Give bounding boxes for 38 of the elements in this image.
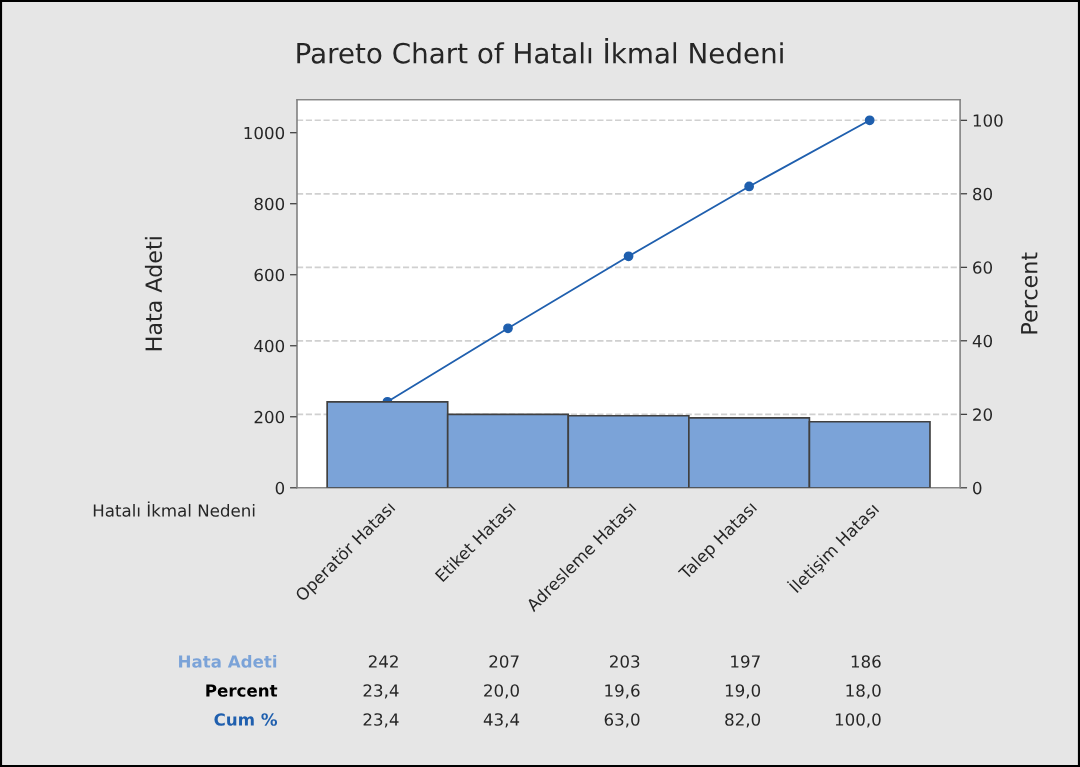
point bbox=[503, 323, 513, 334]
data-label: 203 bbox=[610, 655, 640, 668]
x-axis-title: Hatalı İkmal Nedeni bbox=[93, 501, 255, 517]
data-label: 63,0 bbox=[604, 713, 640, 728]
data-label: 100,0 bbox=[835, 713, 881, 728]
data-label: 186 bbox=[851, 655, 881, 668]
data-label: 23,4 bbox=[363, 713, 399, 728]
text: Cum % bbox=[214, 713, 278, 726]
data-label: 207 bbox=[489, 655, 519, 668]
y2-tick-label: 20 bbox=[973, 408, 993, 421]
y-axis-title: Hata Adeti bbox=[144, 237, 163, 351]
text: Hata Adeti bbox=[179, 654, 277, 668]
y2-tick-label: 100 bbox=[973, 114, 1003, 127]
y-tick-label: 800 bbox=[254, 197, 285, 211]
y2-tick-label: 60 bbox=[973, 261, 993, 274]
point bbox=[864, 115, 875, 126]
data-label: 242 bbox=[368, 655, 398, 668]
y2-tick-label: 80 bbox=[973, 187, 993, 201]
y2-tick-label: 40 bbox=[972, 334, 993, 348]
point bbox=[623, 251, 634, 262]
text: 19,6 bbox=[605, 684, 640, 699]
data-label: 82,0 bbox=[725, 713, 761, 728]
text: 19,0 bbox=[725, 684, 761, 699]
data-label: 197 bbox=[731, 655, 760, 668]
text: 23,4 bbox=[363, 684, 399, 699]
y-tick-label: 600 bbox=[254, 268, 285, 282]
text: 20,0 bbox=[484, 684, 519, 699]
text: Percent bbox=[206, 684, 278, 697]
y-tick-label: 400 bbox=[254, 339, 285, 353]
y2-axis-title: Percent bbox=[1021, 252, 1038, 334]
data-label: 43,4 bbox=[483, 713, 520, 728]
y-tick-label: 0 bbox=[275, 481, 285, 495]
y-tick-label: 1000 bbox=[244, 126, 285, 140]
point bbox=[744, 181, 754, 192]
text: 18,0 bbox=[846, 684, 881, 699]
chart-title: Pareto Chart of Hatalı İkmal Nedeni bbox=[297, 37, 783, 64]
y-tick-label: 200 bbox=[254, 410, 285, 424]
y2-tick-label: 0 bbox=[973, 481, 982, 495]
